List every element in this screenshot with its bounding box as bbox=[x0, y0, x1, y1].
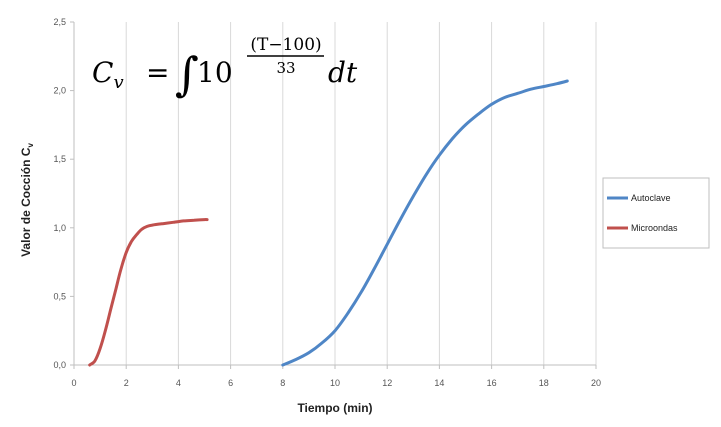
formula-exponent-denominator: 33 bbox=[276, 59, 295, 77]
y-tick-label: 1,5 bbox=[53, 154, 66, 164]
series-line-autoclave bbox=[281, 79, 569, 367]
y-tick-label: 0,5 bbox=[53, 291, 66, 301]
formula-integral: ∫ bbox=[175, 47, 199, 101]
x-tick-labels: 0 2 4 6 8 10 12 14 16 18 20 bbox=[71, 378, 601, 388]
y-axis-title-sub: v bbox=[26, 143, 35, 148]
y-tick-label: 1,0 bbox=[53, 223, 66, 233]
y-axis-title: Valor de Cocción Cv bbox=[19, 143, 35, 257]
formula: Cv = ∫ 10 (T−100) 33 dt bbox=[92, 35, 358, 101]
x-tick-label: 4 bbox=[176, 378, 181, 388]
legend-label-autoclave: Autoclave bbox=[631, 193, 671, 203]
x-tick-label: 10 bbox=[330, 378, 340, 388]
x-tick-label: 6 bbox=[228, 378, 233, 388]
x-tick-label: 2 bbox=[124, 378, 129, 388]
grid-lines bbox=[70, 21, 597, 369]
legend-box bbox=[602, 177, 710, 249]
legend: Autoclave Microondas bbox=[602, 177, 710, 249]
x-tick-label: 14 bbox=[434, 378, 444, 388]
x-tick-label: 18 bbox=[539, 378, 549, 388]
x-tick-label: 20 bbox=[591, 378, 601, 388]
x-axis-title: Tiempo (min) bbox=[297, 401, 372, 415]
x-tick-label: 16 bbox=[487, 378, 497, 388]
x-tick-label: 0 bbox=[71, 378, 76, 388]
formula-lhs-sub: v bbox=[113, 72, 123, 93]
axes bbox=[73, 22, 596, 366]
y-tick-labels: 0,0 0,5 1,0 1,5 2,0 2,5 bbox=[53, 17, 66, 370]
formula-lhs: Cv bbox=[92, 56, 124, 93]
series-lines bbox=[88, 79, 569, 367]
formula-base: 10 bbox=[197, 56, 233, 89]
y-tick-label: 2,5 bbox=[53, 17, 66, 27]
legend-label-microondas: Microondas bbox=[631, 223, 678, 233]
formula-lhs-main: C bbox=[92, 56, 113, 89]
series-line-microondas bbox=[88, 218, 209, 367]
formula-equals: = bbox=[146, 56, 169, 89]
y-tick-label: 2,0 bbox=[53, 86, 66, 96]
y-axis-title-main: Valor de Cocción C bbox=[19, 147, 33, 257]
formula-dt: dt bbox=[328, 56, 358, 89]
y-tick-label: 0,0 bbox=[53, 360, 66, 370]
x-tick-label: 12 bbox=[382, 378, 392, 388]
x-tick-label: 8 bbox=[280, 378, 285, 388]
formula-exponent-numerator: (T−100) bbox=[250, 35, 321, 55]
